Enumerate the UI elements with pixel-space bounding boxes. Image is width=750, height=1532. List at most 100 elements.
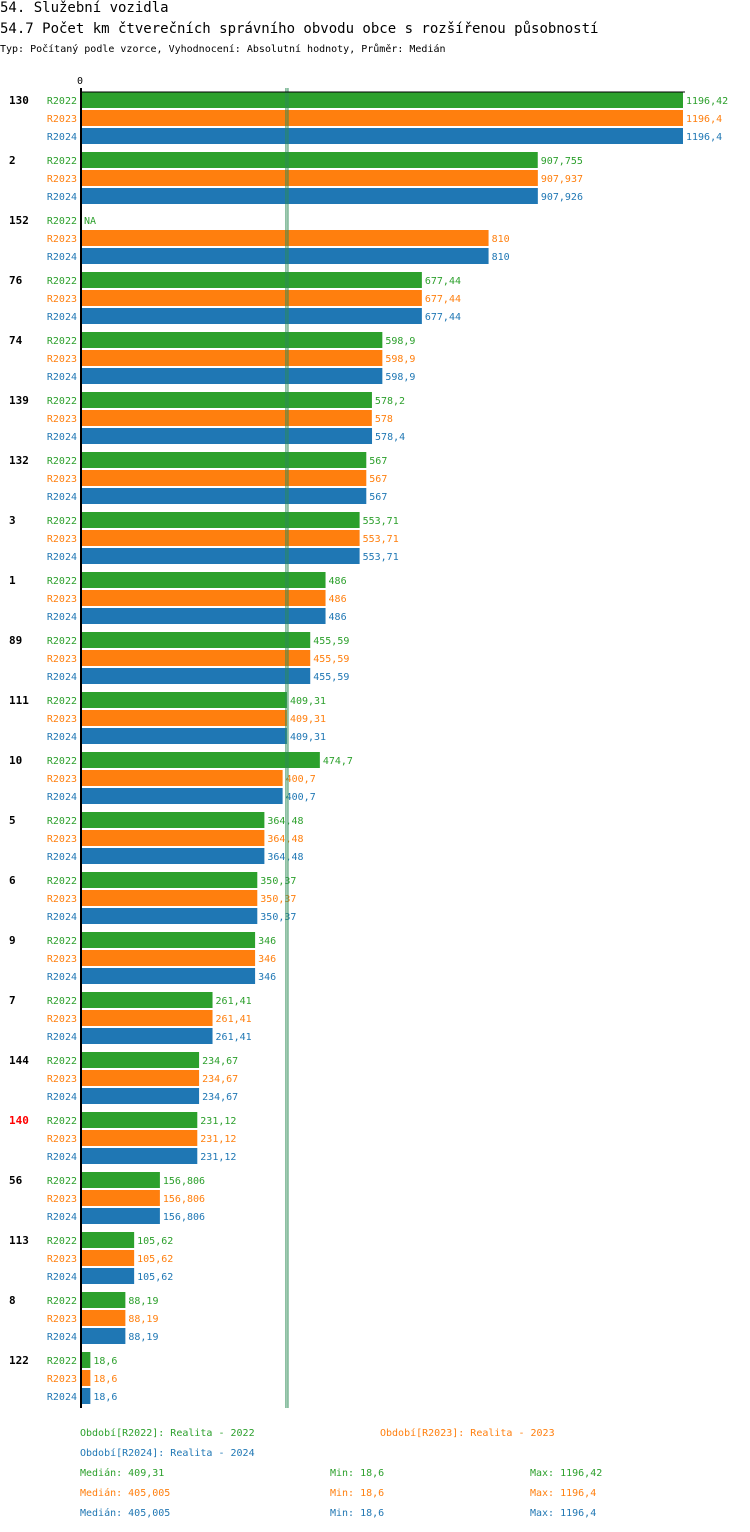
data-label: 88,19 bbox=[128, 1296, 158, 1307]
bar bbox=[81, 410, 372, 426]
bar bbox=[81, 632, 311, 648]
series-label: R2022 bbox=[47, 636, 77, 647]
series-label: R2023 bbox=[47, 174, 77, 185]
series-label: R2024 bbox=[47, 552, 77, 563]
series-label: R2023 bbox=[47, 1014, 77, 1025]
category-label: 139 bbox=[9, 394, 29, 407]
bar bbox=[81, 992, 213, 1008]
chart-title: 54. Služební vozidla bbox=[0, 0, 169, 16]
series-label: R2024 bbox=[47, 372, 77, 383]
bar bbox=[81, 530, 360, 546]
bar bbox=[81, 830, 265, 846]
bar bbox=[81, 1130, 198, 1146]
data-label: 156,806 bbox=[163, 1194, 205, 1205]
series-label: R2022 bbox=[47, 816, 77, 827]
bar bbox=[81, 308, 422, 324]
data-label: 400,7 bbox=[286, 774, 316, 785]
data-label: 486 bbox=[329, 594, 347, 605]
data-label: 553,71 bbox=[363, 552, 399, 563]
data-label: 567 bbox=[369, 474, 387, 485]
bar bbox=[81, 512, 360, 528]
category-label: 1 bbox=[9, 574, 16, 587]
data-label: 553,71 bbox=[363, 516, 399, 527]
data-label: 409,31 bbox=[290, 714, 326, 725]
series-label: R2022 bbox=[47, 276, 77, 287]
series-label: R2023 bbox=[47, 1254, 77, 1265]
data-label: 346 bbox=[258, 972, 276, 983]
data-label: 1196,4 bbox=[686, 114, 722, 125]
data-label: 1196,42 bbox=[686, 96, 728, 107]
data-label: 1196,4 bbox=[686, 132, 722, 143]
bar bbox=[81, 770, 283, 786]
series-label: R2023 bbox=[47, 954, 77, 965]
series-label: R2024 bbox=[47, 432, 77, 443]
data-label: 907,755 bbox=[541, 156, 583, 167]
data-label: 18,6 bbox=[93, 1356, 117, 1367]
data-label: 400,7 bbox=[286, 792, 316, 803]
series-label: R2024 bbox=[47, 312, 77, 323]
bar bbox=[81, 290, 422, 306]
data-label: 598,9 bbox=[385, 372, 415, 383]
data-label: 261,41 bbox=[216, 1032, 252, 1043]
data-label: 677,44 bbox=[425, 312, 461, 323]
bar bbox=[81, 368, 383, 384]
category-label: 144 bbox=[9, 1054, 29, 1067]
bar bbox=[81, 1352, 91, 1368]
series-label: R2022 bbox=[47, 1356, 77, 1367]
series-label: R2022 bbox=[47, 876, 77, 887]
series-label: R2024 bbox=[47, 792, 77, 803]
series-label: R2024 bbox=[47, 912, 77, 923]
bar bbox=[81, 968, 256, 984]
stat-min-r2024: Min: 18,6 bbox=[330, 1508, 385, 1519]
category-label: 111 bbox=[9, 694, 29, 707]
bar bbox=[81, 1232, 135, 1248]
data-label: 455,59 bbox=[313, 672, 349, 683]
data-label: 598,9 bbox=[385, 336, 415, 347]
series-label: R2022 bbox=[47, 216, 77, 227]
legend-period-r2024: Období[R2024]: Realita - 2024 bbox=[80, 1448, 255, 1459]
data-label: 486 bbox=[329, 576, 347, 587]
series-label: R2022 bbox=[47, 996, 77, 1007]
category-label: 130 bbox=[9, 94, 29, 107]
bar bbox=[81, 1112, 198, 1128]
bar bbox=[81, 128, 683, 144]
series-label: R2022 bbox=[47, 696, 77, 707]
bar bbox=[81, 908, 258, 924]
series-label: R2023 bbox=[47, 294, 77, 305]
bar bbox=[81, 1052, 200, 1068]
data-label: 567 bbox=[369, 492, 387, 503]
series-label: R2023 bbox=[47, 534, 77, 545]
bar bbox=[81, 392, 372, 408]
data-label: 810 bbox=[492, 234, 510, 245]
category-label: 9 bbox=[9, 934, 16, 947]
bar bbox=[81, 188, 538, 204]
data-label: 598,9 bbox=[385, 354, 415, 365]
data-label: 88,19 bbox=[128, 1332, 158, 1343]
bar bbox=[81, 572, 326, 588]
series-label: R2022 bbox=[47, 1236, 77, 1247]
bar bbox=[81, 170, 538, 186]
series-label: R2024 bbox=[47, 492, 77, 503]
bar bbox=[81, 1310, 126, 1326]
series-label: R2023 bbox=[47, 234, 77, 245]
series-label: R2023 bbox=[47, 1074, 77, 1085]
series-label: R2022 bbox=[47, 336, 77, 347]
category-label: 7 bbox=[9, 994, 16, 1007]
stat-min-r2023: Min: 18,6 bbox=[330, 1488, 385, 1499]
series-label: R2024 bbox=[47, 672, 77, 683]
bar bbox=[81, 230, 489, 246]
bar bbox=[81, 428, 373, 444]
series-label: R2022 bbox=[47, 576, 77, 587]
bar bbox=[81, 1388, 91, 1404]
series-label: R2024 bbox=[47, 1272, 77, 1283]
data-label: 18,6 bbox=[93, 1392, 117, 1403]
data-label: 231,12 bbox=[200, 1134, 236, 1145]
series-label: R2024 bbox=[47, 1152, 77, 1163]
series-label: R2024 bbox=[47, 252, 77, 263]
chart-type-line: Typ: Počítaný podle vzorce, Vyhodnocení:… bbox=[0, 44, 446, 55]
bar bbox=[81, 248, 489, 264]
series-label: R2024 bbox=[47, 1392, 77, 1403]
data-label: 234,67 bbox=[202, 1092, 238, 1103]
series-label: R2023 bbox=[47, 1194, 77, 1205]
data-label: 346 bbox=[258, 954, 276, 965]
